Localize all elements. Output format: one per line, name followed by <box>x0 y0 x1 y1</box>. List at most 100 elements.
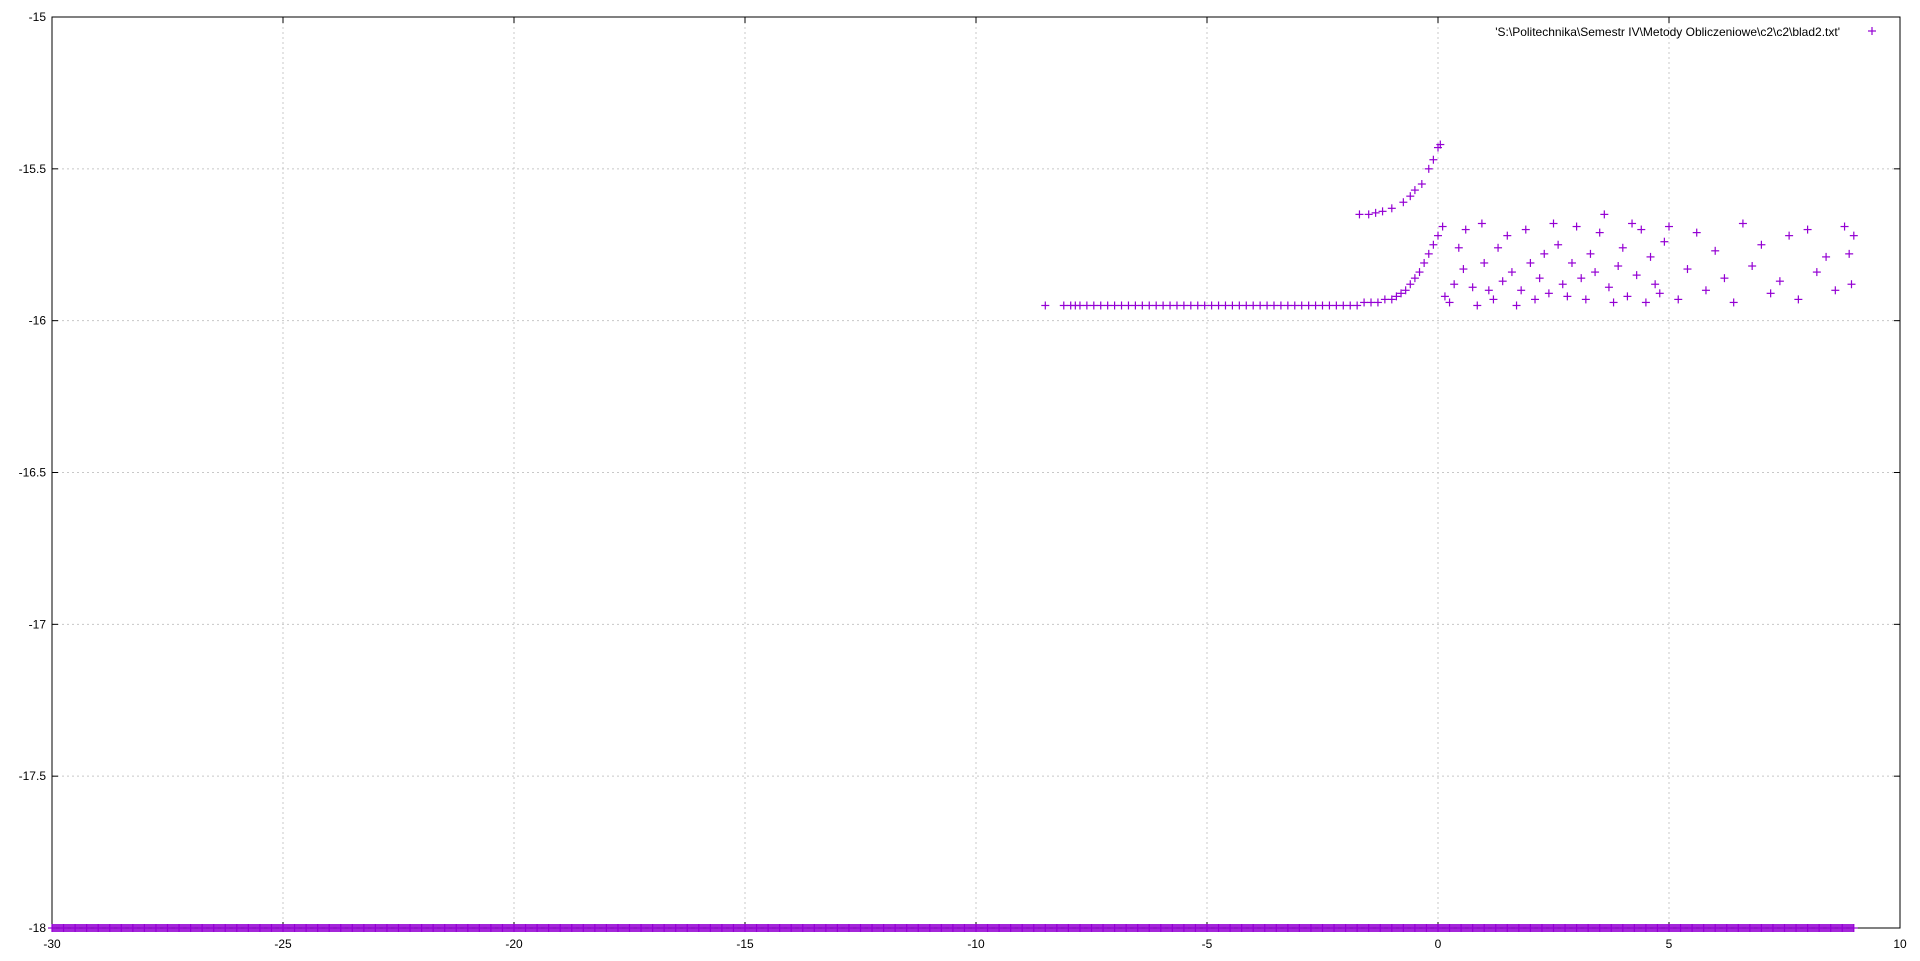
x-tick-label: -20 <box>505 937 523 951</box>
data-point <box>1701 286 1710 295</box>
data-point <box>1041 924 1050 932</box>
data-point <box>1604 283 1613 292</box>
data-point <box>868 924 877 932</box>
data-point <box>706 924 715 932</box>
data-point <box>1373 298 1382 307</box>
data-point <box>1249 924 1258 932</box>
data-point <box>1360 298 1369 307</box>
data-point <box>972 924 980 932</box>
data-point <box>1440 292 1449 301</box>
data-point <box>1399 924 1408 932</box>
x-tick-label: -25 <box>274 937 292 951</box>
data-point <box>452 924 461 932</box>
data-point <box>1461 225 1470 234</box>
data-point <box>1295 924 1304 932</box>
data-point <box>1498 277 1507 286</box>
data-point <box>1226 924 1235 932</box>
data-point <box>798 924 807 932</box>
data-point <box>1420 258 1429 267</box>
data-point <box>1514 924 1523 932</box>
data-point <box>1179 301 1188 310</box>
data-point <box>1367 298 1376 307</box>
data-point <box>394 924 403 932</box>
data-point <box>1434 924 1442 932</box>
data-point <box>1655 289 1664 298</box>
data-point <box>1849 231 1858 240</box>
data-point <box>717 924 726 932</box>
y-tick-label: -17.5 <box>19 769 47 783</box>
data-point <box>1311 301 1320 310</box>
data-point <box>1609 298 1618 307</box>
data-point <box>1738 219 1747 228</box>
data-point <box>879 924 888 932</box>
data-point <box>1122 924 1131 932</box>
data-point <box>1623 292 1632 301</box>
data-point <box>1484 286 1493 295</box>
data-point <box>486 924 495 932</box>
data-point <box>1563 292 1572 301</box>
data-point <box>1558 280 1567 289</box>
data-point <box>1029 924 1038 932</box>
data-point <box>533 924 542 932</box>
data-point <box>1399 198 1408 207</box>
data-point <box>648 924 657 932</box>
data-point <box>429 924 438 932</box>
data-point <box>1521 225 1530 234</box>
data-point <box>590 924 599 932</box>
y-tick-label: -15 <box>29 10 47 24</box>
data-point <box>1059 301 1068 310</box>
data-point <box>1110 301 1119 310</box>
data-point <box>960 924 969 932</box>
y-tick-label: -18 <box>29 921 47 935</box>
data-point <box>1263 301 1272 310</box>
data-point <box>787 924 796 932</box>
data-point <box>1191 924 1200 932</box>
data-point <box>1595 228 1604 237</box>
data-point <box>1417 180 1426 189</box>
data-point <box>1826 924 1835 932</box>
data-point <box>1554 240 1563 249</box>
data-point <box>1637 225 1646 234</box>
data-point <box>1166 301 1175 310</box>
x-tick-label: 0 <box>1435 937 1442 951</box>
data-point <box>1410 274 1419 283</box>
data-point <box>140 924 149 932</box>
data-point <box>1406 280 1415 289</box>
data-point <box>1803 924 1812 932</box>
data-point <box>1561 924 1570 932</box>
data-point <box>625 924 634 932</box>
data-point <box>48 924 56 932</box>
data-point <box>71 924 80 932</box>
data-point <box>1641 298 1650 307</box>
data-point <box>1445 298 1454 307</box>
data-point <box>232 924 241 932</box>
data-point <box>1734 924 1743 932</box>
data-point <box>1133 924 1142 932</box>
y-tick-label: -16.5 <box>19 466 47 480</box>
data-point <box>1364 924 1373 932</box>
data-point <box>1242 301 1251 310</box>
y-tick-label: -17 <box>29 617 47 631</box>
data-point <box>1052 924 1061 932</box>
data-point <box>1221 301 1230 310</box>
data-point <box>1768 924 1777 932</box>
data-point <box>1591 268 1600 277</box>
data-point <box>1276 301 1285 310</box>
data-point <box>1549 924 1558 932</box>
data-point <box>1618 924 1627 932</box>
data-point <box>1159 301 1168 310</box>
data-point <box>1766 289 1775 298</box>
data-point <box>279 924 287 932</box>
data-point <box>1041 301 1050 310</box>
data-point <box>1131 301 1140 310</box>
data-point <box>1207 301 1216 310</box>
data-point <box>1018 924 1027 932</box>
data-point <box>1283 924 1292 932</box>
data-point <box>1676 924 1685 932</box>
data-point <box>1457 924 1466 932</box>
data-point <box>463 924 472 932</box>
data-point <box>1138 301 1147 310</box>
data-point <box>1237 924 1246 932</box>
data-point <box>764 924 773 932</box>
